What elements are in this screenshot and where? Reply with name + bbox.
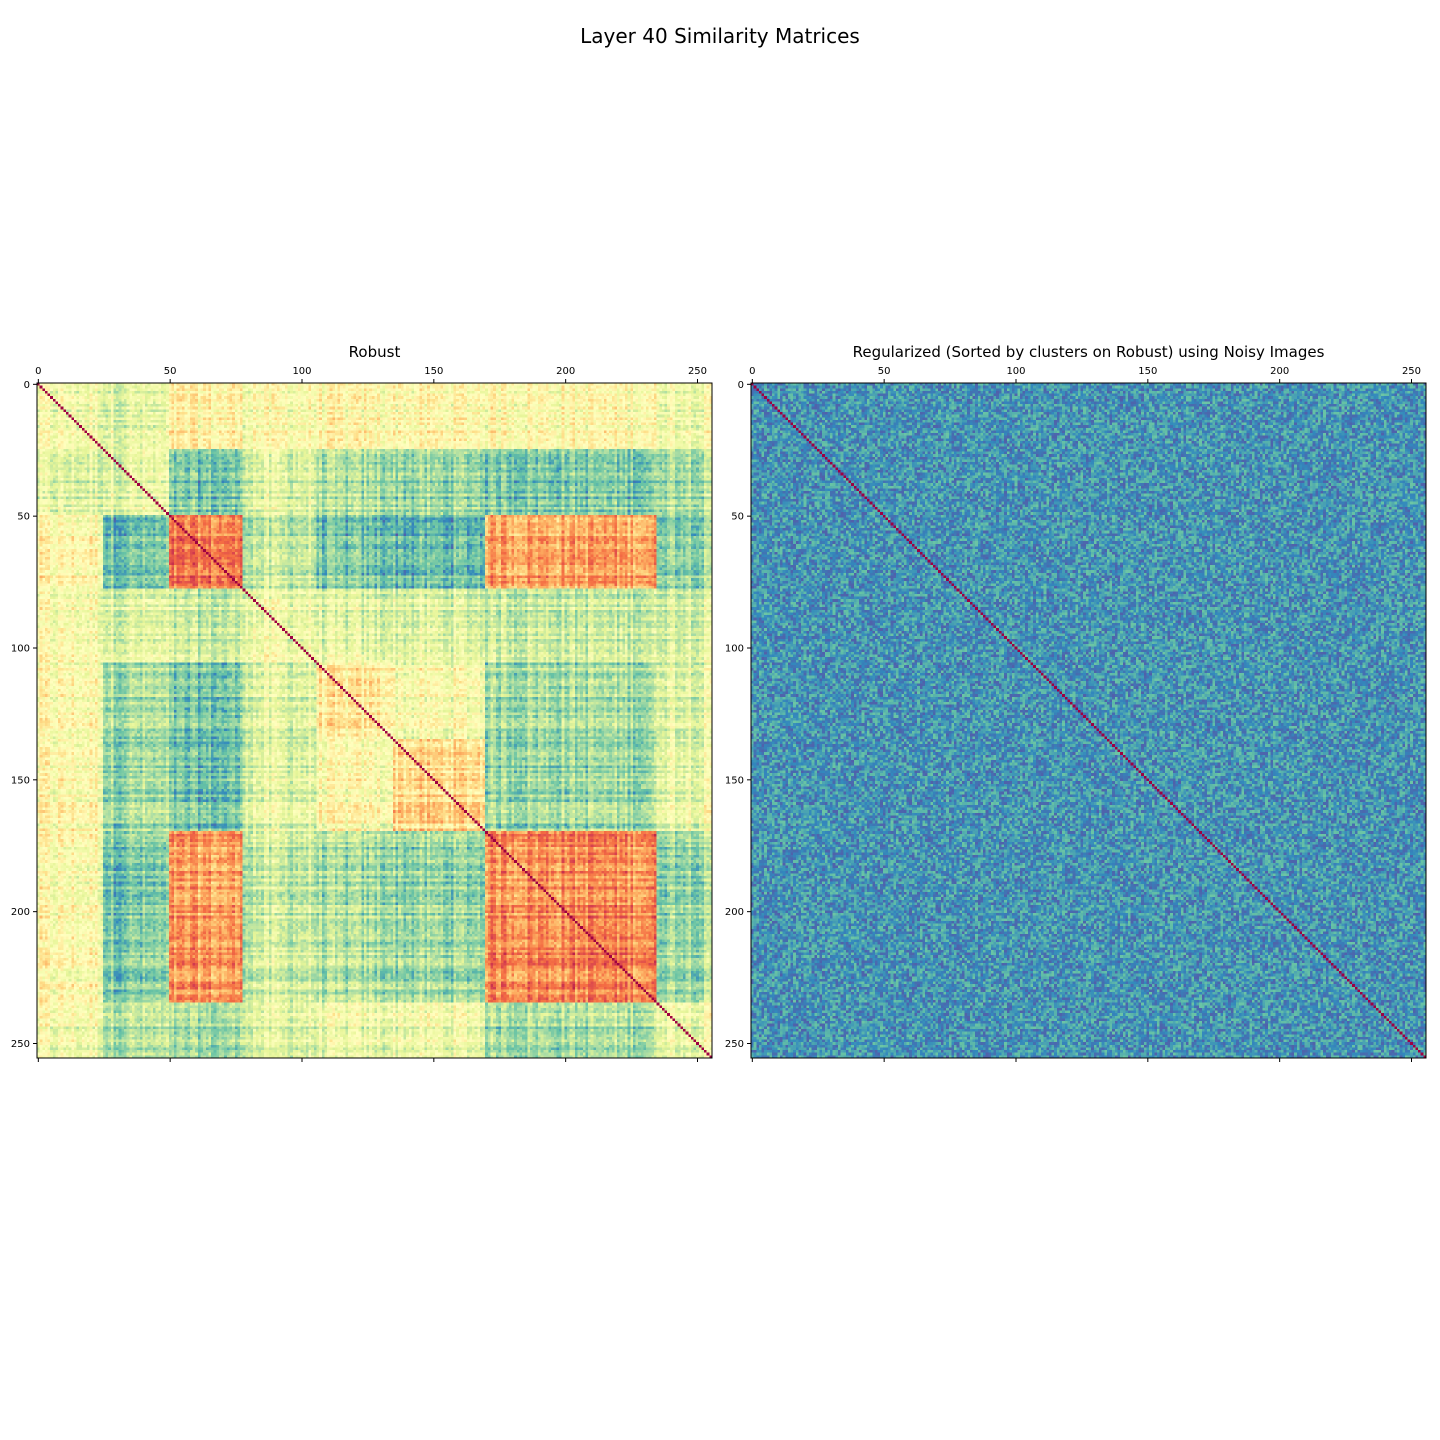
panel-title-robust: Robust [348, 343, 401, 361]
y-tick-label-regularized: 250 [725, 1039, 744, 1050]
x-tick-label-regularized: 100 [1006, 366, 1025, 377]
x-tick-label-regularized: 0 [749, 366, 755, 377]
x-tick-label-regularized: 250 [1402, 366, 1421, 377]
y-tick-label-robust: 100 [11, 643, 30, 654]
y-tick-label-robust: 250 [11, 1039, 30, 1050]
y-tick-label-robust: 0 [24, 380, 30, 391]
y-tick-label-regularized: 150 [725, 775, 744, 786]
y-tick-label-regularized: 50 [731, 512, 744, 523]
y-tick-label-regularized: 200 [725, 907, 744, 918]
y-tick-label-regularized: 0 [738, 380, 744, 391]
x-tick-label-regularized: 150 [1138, 366, 1157, 377]
x-tick-label-robust: 0 [35, 366, 41, 377]
y-tick-label-regularized: 100 [725, 643, 744, 654]
x-tick-label-regularized: 200 [1270, 366, 1289, 377]
x-tick-label-robust: 250 [688, 366, 707, 377]
axes-frame-regularized [750, 382, 1427, 1059]
x-tick-label-robust: 100 [292, 366, 311, 377]
figure-suptitle: Layer 40 Similarity Matrices [580, 24, 860, 48]
x-tick-label-robust: 50 [164, 366, 177, 377]
y-tick-label-robust: 150 [11, 775, 30, 786]
heatmap-robust [37, 383, 712, 1058]
x-tick-label-robust: 200 [556, 366, 575, 377]
y-tick-label-robust: 50 [17, 512, 30, 523]
panel-title-regularized: Regularized (Sorted by clusters on Robus… [852, 343, 1325, 361]
axes-frame-robust [36, 382, 713, 1059]
x-tick-label-robust: 150 [424, 366, 443, 377]
y-tick-label-robust: 200 [11, 907, 30, 918]
x-tick-label-regularized: 50 [878, 366, 891, 377]
heatmap-regularized [751, 383, 1426, 1058]
